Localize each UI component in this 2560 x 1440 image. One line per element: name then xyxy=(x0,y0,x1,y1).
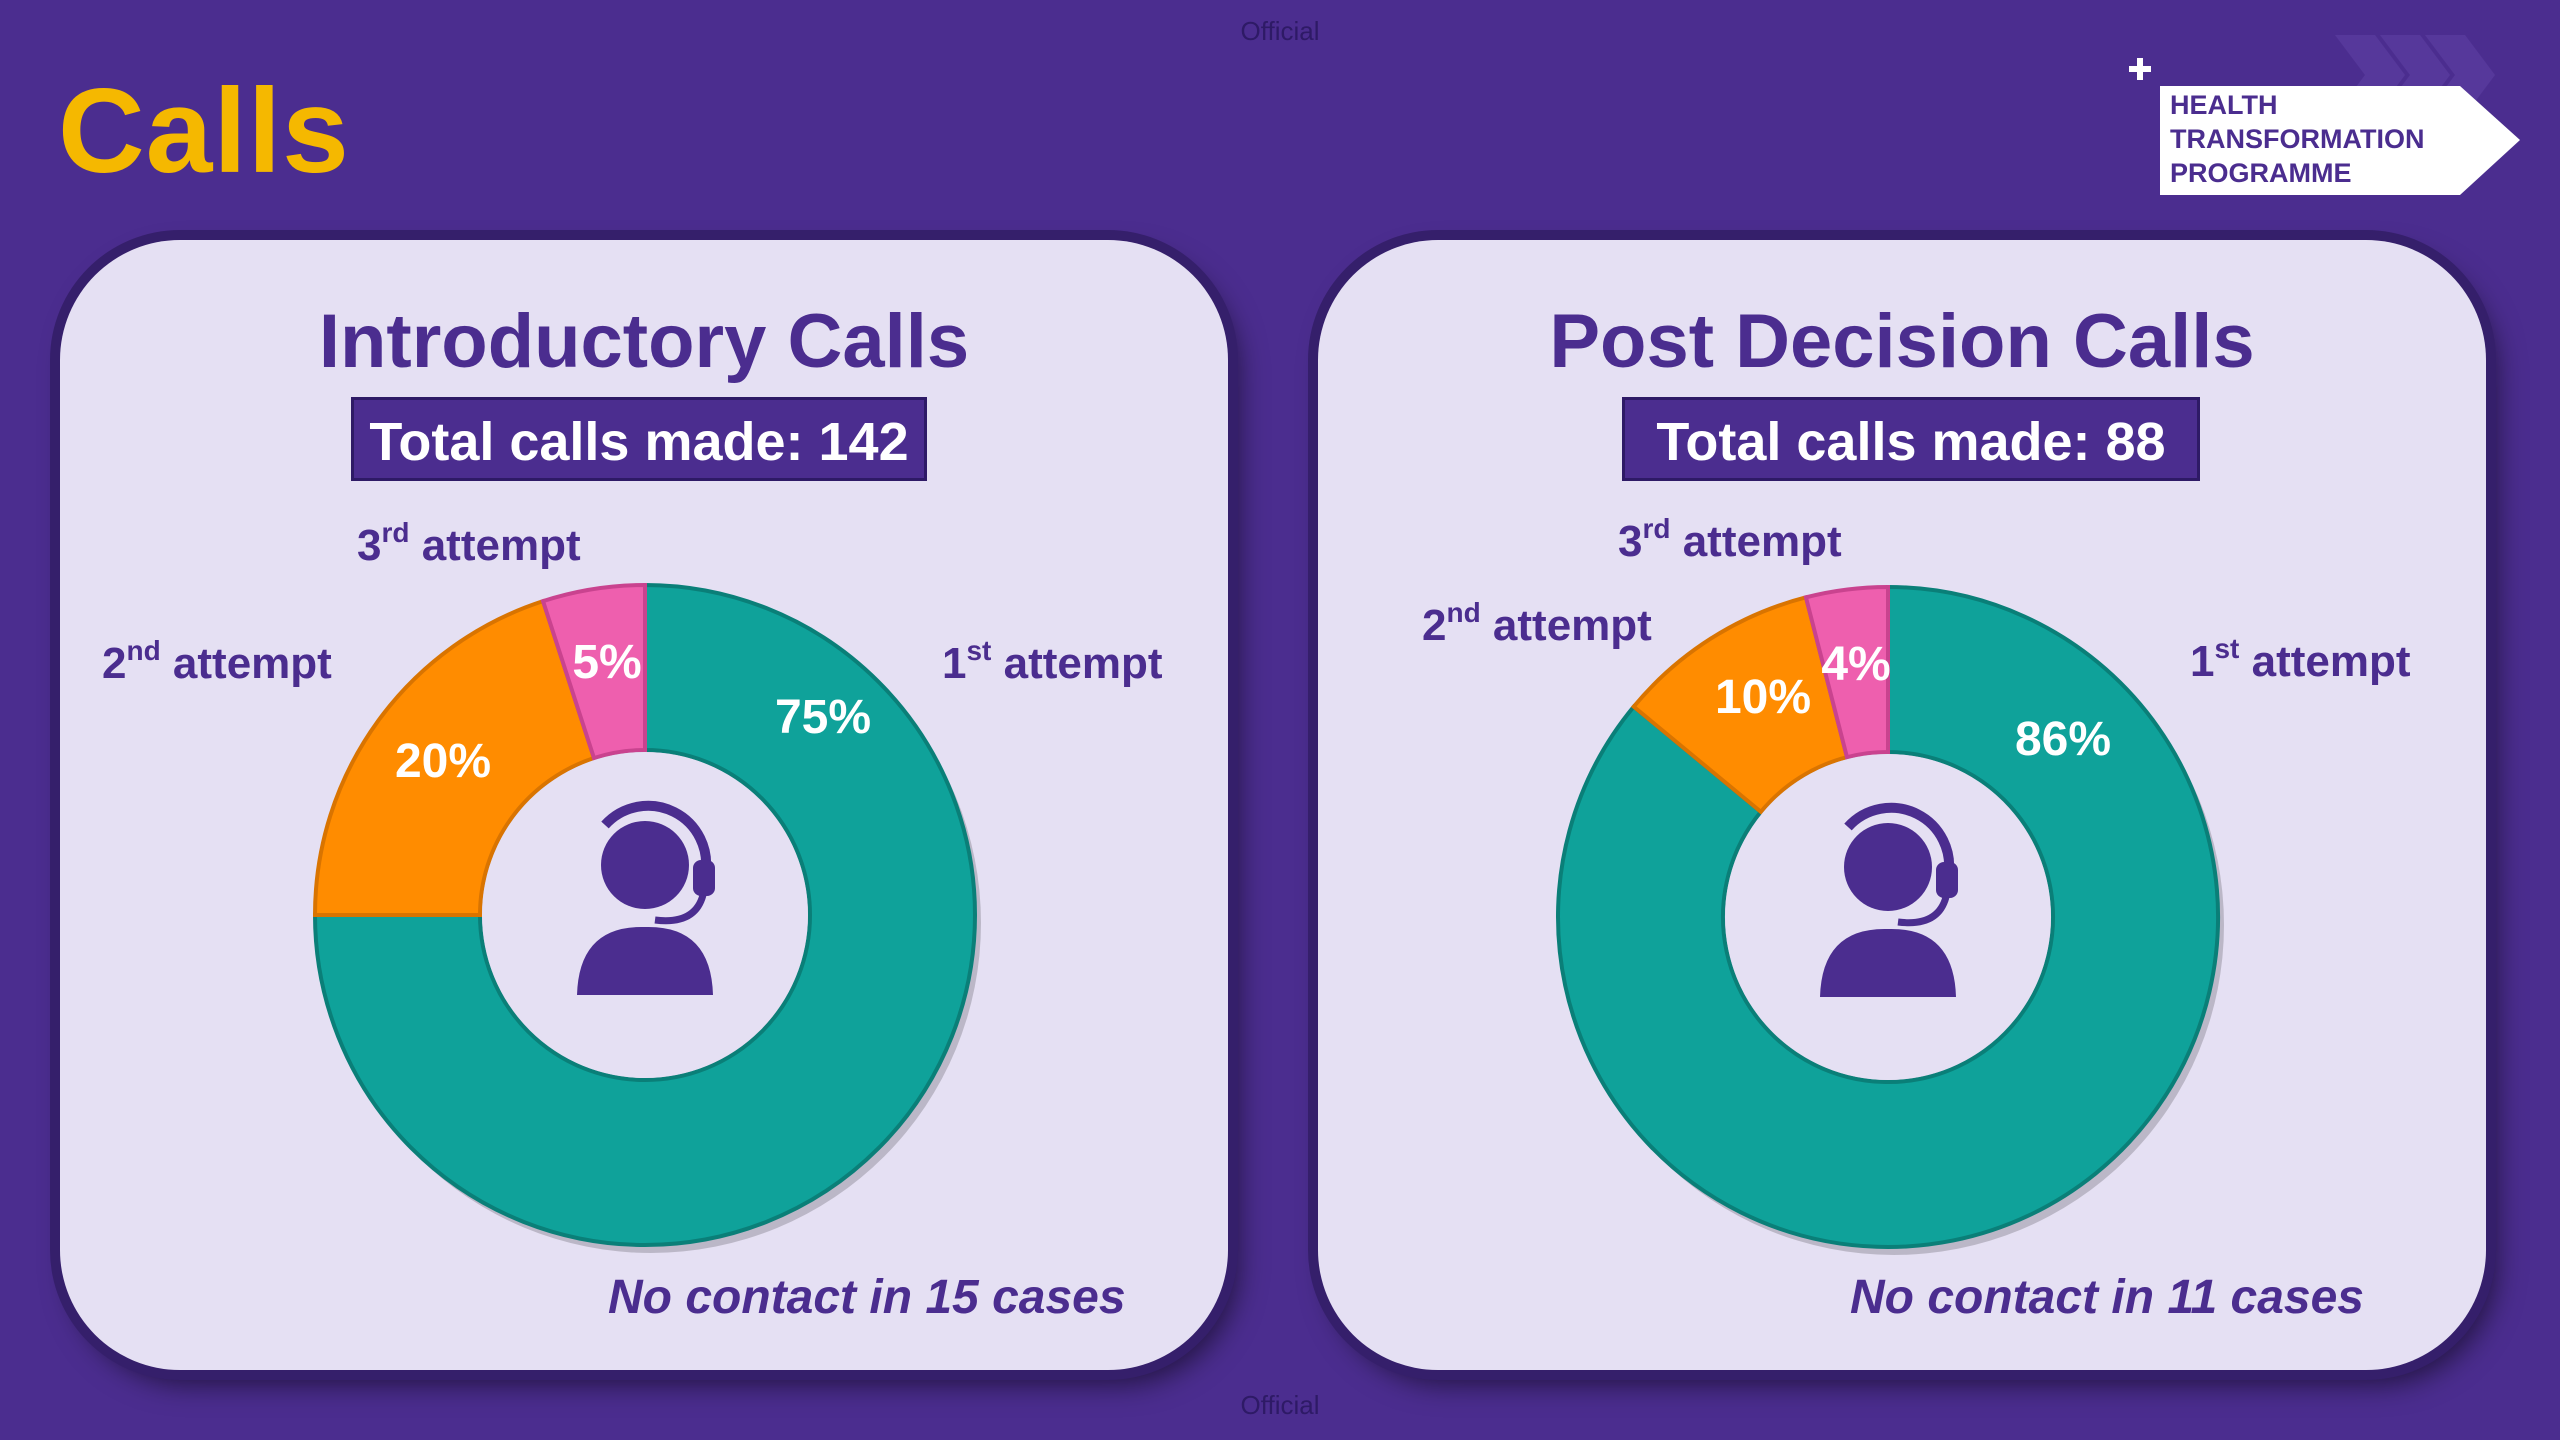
donut-hole xyxy=(482,752,808,1078)
page-title: Calls xyxy=(58,64,350,198)
logo-line-2: TRANSFORMATION xyxy=(2170,124,2424,154)
value-label: 4% xyxy=(1821,638,1890,691)
no-contact-note: No contact in 11 cases xyxy=(1850,1271,2364,1324)
panel-title: Introductory Calls xyxy=(318,299,970,384)
value-label: 10% xyxy=(1715,671,1811,724)
introductory-calls-donut-chart: 75% 20% 5% 3rd attempt 2nd attempt 1st attemp… xyxy=(102,517,1163,1253)
no-contact-note: No contact in 15 cases xyxy=(608,1271,1126,1324)
value-label: 20% xyxy=(395,735,491,788)
category-label: 1st attempt xyxy=(942,635,1163,688)
total-calls-badge: Total calls made: 142 xyxy=(351,397,927,481)
category-label: 3rd attempt xyxy=(357,517,581,570)
category-label: 2nd attempt xyxy=(102,635,332,688)
category-label: 1st attempt xyxy=(2190,633,2411,686)
value-label: 5% xyxy=(572,636,641,689)
classification-label-bottom: Official xyxy=(1240,1390,1320,1420)
value-label: 86% xyxy=(2015,713,2111,766)
post-decision-calls-panel: Post Decision Calls Total calls made: 88… xyxy=(1318,240,2486,1370)
introductory-calls-panel: Introductory Calls Total calls made: 142… xyxy=(60,240,1228,1370)
panel-title: Post Decision Calls xyxy=(1549,299,2255,384)
classification-label-top: Official xyxy=(1240,16,1320,46)
headset-operator-icon xyxy=(1820,802,1958,997)
category-label: 3rd attempt xyxy=(1618,513,1842,566)
value-label: 75% xyxy=(775,691,871,744)
donut-hole xyxy=(1725,754,2051,1080)
logo-line-3: PROGRAMME xyxy=(2170,158,2352,188)
slice-2nd-attempt xyxy=(312,598,597,917)
post-decision-calls-donut-chart: 86% 10%4% 3rd attempt 2nd attempt 1st attemp… xyxy=(1422,513,2411,1255)
slice-3rd-attempt xyxy=(1803,584,1890,760)
logo-line-1: HEALTH xyxy=(2170,90,2278,120)
slice-1st-attempt xyxy=(312,582,977,1247)
health-transformation-programme-logo: HEALTH TRANSFORMATION PROGRAMME xyxy=(2129,35,2520,195)
total-calls-badge: Total calls made: 88 xyxy=(1622,397,2200,481)
slice-3rd-attempt xyxy=(540,582,647,761)
headset-operator-icon xyxy=(577,800,715,995)
category-label: 2nd attempt xyxy=(1422,597,1652,650)
slice-1st-attempt xyxy=(1556,584,2220,1249)
